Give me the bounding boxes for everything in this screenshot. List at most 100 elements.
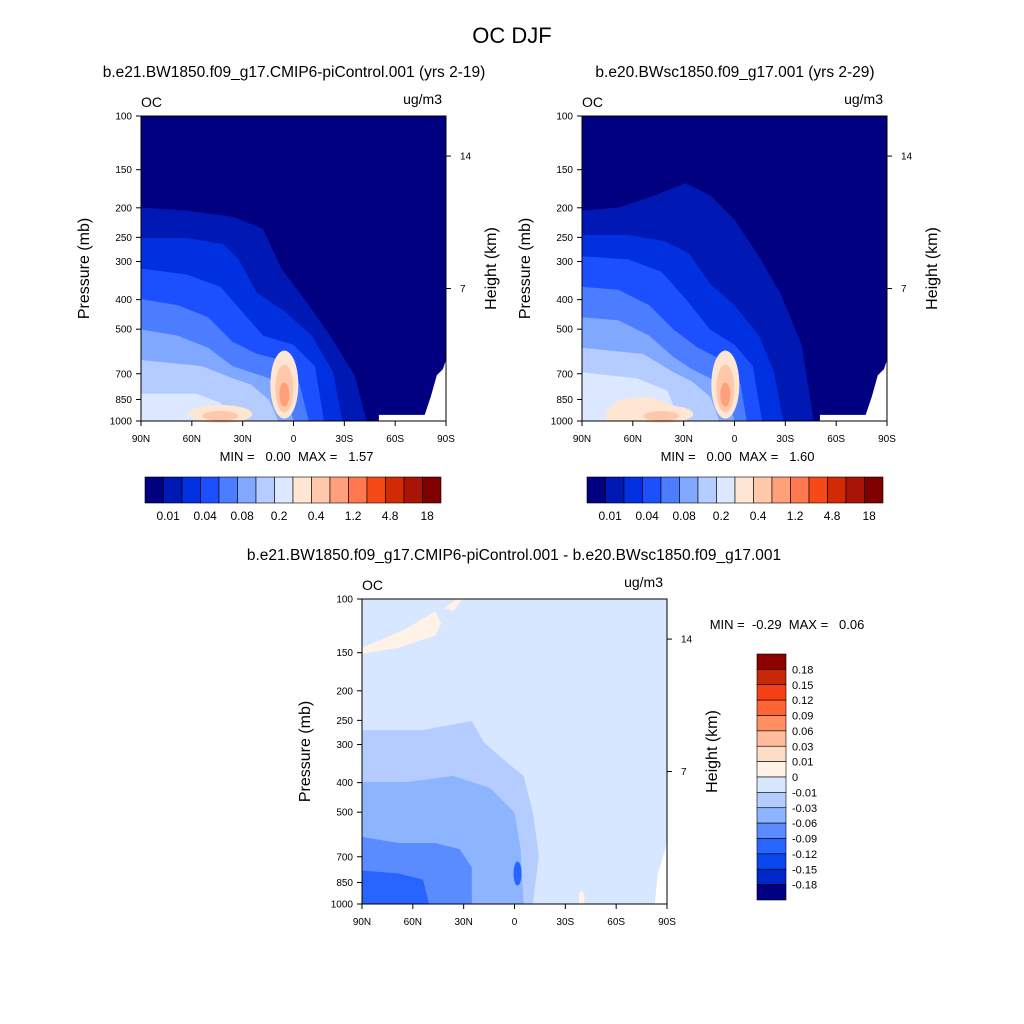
y-axis-title: Pressure (mb) (76, 218, 93, 319)
variable-label: OC (362, 577, 383, 593)
x-tick-label: 90N (353, 917, 371, 928)
x-tick-label: 30N (454, 917, 472, 928)
colorbar-swatch (348, 476, 368, 504)
panel-title: b.e20.BWsc1850.f09_g17.001 (yrs 2-29) (595, 64, 874, 81)
y-tick-label: 850 (556, 395, 573, 406)
colorbar-swatch (756, 653, 787, 670)
stats-label: MIN = -0.29 MAX = 0.06 (710, 617, 865, 632)
contour-band (444, 599, 463, 612)
colorbar-label: 18 (862, 509, 876, 523)
colorbar-label: 0.18 (792, 664, 813, 676)
panel-title: b.e21.BW1850.f09_g17.CMIP6-piControl.001… (247, 547, 781, 564)
colorbar-label: -0.06 (792, 818, 817, 830)
colorbar-swatch (790, 476, 810, 504)
colorbar-label: 1.2 (787, 509, 804, 523)
y-tick-label: 250 (115, 233, 132, 244)
x-tick-label: 60S (827, 434, 845, 445)
y-right-tick-label: 14 (681, 635, 693, 646)
y-tick-label: 1000 (331, 900, 354, 911)
colorbar-label: 0.01 (156, 509, 180, 523)
y-right-axis-title: Height (km) (924, 227, 941, 310)
y-axis-title: Pressure (mb) (297, 701, 314, 802)
colorbar-swatch (756, 761, 787, 778)
y-tick-label: 100 (556, 112, 573, 123)
colorbar-swatch (808, 476, 828, 504)
colorbar-swatch (422, 476, 442, 504)
colorbar-swatch (756, 822, 787, 839)
colorbar-swatch (292, 476, 312, 504)
contour-band (578, 891, 585, 905)
x-tick-label: 60S (386, 434, 404, 445)
colorbar-label: 0.06 (792, 726, 813, 738)
colorbar-label: 1.2 (345, 509, 362, 523)
y-tick-label: 700 (336, 852, 353, 863)
colorbar-label: 0.2 (271, 509, 288, 523)
x-tick-label: 90N (132, 434, 150, 445)
y-tick-label: 500 (556, 325, 573, 336)
y-tick-label: 400 (556, 295, 573, 306)
variable-label: OC (141, 94, 162, 110)
y-tick-label: 850 (115, 395, 132, 406)
units-label: ug/m3 (624, 574, 663, 590)
colorbar-swatch (697, 476, 717, 504)
x-tick-label: 60S (607, 917, 625, 928)
colorbar-label: 0.4 (308, 509, 325, 523)
colorbar-swatch (274, 476, 294, 504)
colorbar-label: 0 (792, 772, 798, 784)
variable-label: OC (582, 94, 603, 110)
panel-3: b.e21.BW1850.f09_g17.CMIP6-piControl.001… (247, 547, 864, 928)
x-tick-label: 60N (404, 917, 422, 928)
colorbar-swatch (756, 715, 787, 732)
colorbar-swatch (756, 684, 787, 701)
units-label: ug/m3 (844, 91, 883, 107)
y-tick-label: 300 (115, 257, 132, 268)
y-right-axis-title: Height (km) (704, 710, 721, 793)
x-tick-label: 60N (183, 434, 201, 445)
colorbar-label: -0.03 (792, 803, 817, 815)
colorbar-label: 0.15 (792, 680, 813, 692)
x-tick-label: 30N (233, 434, 251, 445)
y-right-tick-label: 7 (460, 284, 466, 295)
colorbar-swatch (605, 476, 625, 504)
colorbar-label: 18 (420, 509, 434, 523)
y-tick-label: 700 (115, 369, 132, 380)
y-tick-label: 400 (336, 778, 353, 789)
contour-band (513, 861, 522, 886)
colorbar-swatch (218, 476, 238, 504)
colorbar-swatch (329, 476, 349, 504)
colorbar-swatch (756, 699, 787, 716)
contour-band (362, 870, 430, 904)
panel-1: b.e21.BW1850.f09_g17.CMIP6-piControl.001… (76, 64, 500, 523)
y-tick-label: 150 (336, 648, 353, 659)
colorbar-swatch (756, 730, 787, 747)
colorbar-swatch (716, 476, 736, 504)
stats-label: MIN = 0.00 MAX = 1.60 (661, 449, 815, 464)
contour-band (362, 611, 442, 654)
x-tick-label: 0 (291, 434, 297, 445)
y-tick-label: 1000 (551, 417, 574, 428)
y-tick-label: 1000 (110, 417, 133, 428)
y-tick-label: 500 (336, 808, 353, 819)
y-tick-label: 250 (336, 716, 353, 727)
colorbar-label: -0.15 (792, 864, 817, 876)
y-tick-label: 700 (556, 369, 573, 380)
colorbar-label: 0.09 (792, 711, 813, 723)
colorbar-swatch (660, 476, 680, 504)
colorbar-swatch (144, 476, 164, 504)
missing-data (378, 360, 446, 421)
panel-title: b.e21.BW1850.f09_g17.CMIP6-piControl.001… (103, 64, 486, 81)
figure-title: OC DJF (472, 23, 551, 48)
y-tick-label: 150 (115, 165, 132, 176)
colorbar-label: 0.04 (635, 509, 659, 523)
colorbar-swatch (771, 476, 791, 504)
y-tick-label: 300 (556, 257, 573, 268)
x-tick-label: 90S (878, 434, 896, 445)
colorbar-label: 0.2 (713, 509, 730, 523)
colorbar-label: -0.18 (792, 880, 817, 892)
y-tick-label: 250 (556, 233, 573, 244)
colorbar-label: 0.03 (792, 741, 813, 753)
colorbar-swatch (679, 476, 699, 504)
panel-2: b.e20.BWsc1850.f09_g17.001 (yrs 2-29) OC u… (517, 64, 941, 523)
colorbar-swatch (255, 476, 275, 504)
colorbar-swatch (827, 476, 847, 504)
